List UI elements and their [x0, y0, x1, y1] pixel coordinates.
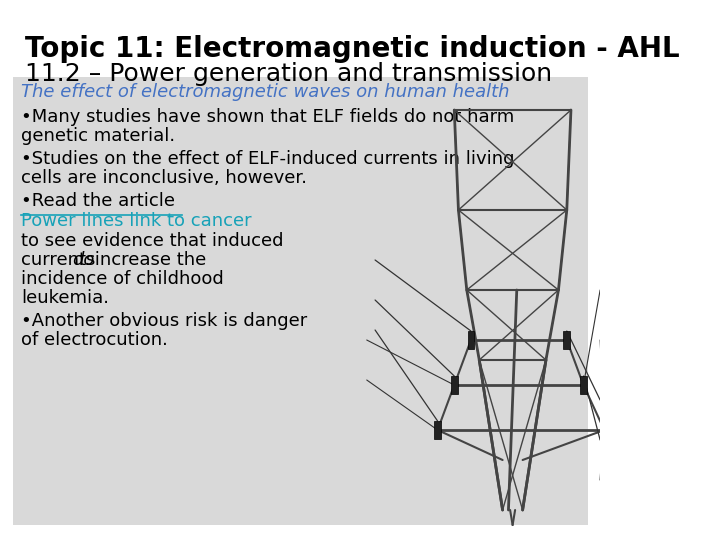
Text: cells are inconclusive, however.: cells are inconclusive, however. — [21, 169, 307, 187]
Text: do: do — [73, 251, 95, 269]
Text: •Many studies have shown that ELF fields do not harm: •Many studies have shown that ELF fields… — [21, 108, 514, 126]
Text: 11.2 – Power generation and transmission: 11.2 – Power generation and transmission — [25, 62, 552, 86]
Text: increase the: increase the — [89, 251, 207, 269]
Text: to see evidence that induced: to see evidence that induced — [21, 232, 284, 250]
Text: Power lines link to cancer: Power lines link to cancer — [21, 212, 251, 230]
Text: genetic material.: genetic material. — [21, 127, 175, 145]
Text: Topic 11: Electromagnetic induction - AHL: Topic 11: Electromagnetic induction - AH… — [25, 35, 680, 63]
FancyBboxPatch shape — [601, 421, 608, 439]
Text: •Studies on the effect of ELF-induced currents in living: •Studies on the effect of ELF-induced cu… — [21, 150, 514, 168]
FancyBboxPatch shape — [564, 331, 570, 349]
FancyBboxPatch shape — [467, 331, 474, 349]
Text: leukemia.: leukemia. — [21, 289, 109, 307]
Text: of electrocution.: of electrocution. — [21, 331, 168, 349]
Text: incidence of childhood: incidence of childhood — [21, 270, 224, 288]
Text: •Read the article: •Read the article — [21, 192, 175, 210]
FancyBboxPatch shape — [12, 77, 588, 525]
FancyBboxPatch shape — [580, 376, 587, 394]
Text: •Another obvious risk is danger: •Another obvious risk is danger — [21, 312, 307, 330]
FancyBboxPatch shape — [451, 376, 458, 394]
Text: currents: currents — [21, 251, 101, 269]
Text: The effect of electromagnetic waves on human health: The effect of electromagnetic waves on h… — [21, 83, 509, 101]
FancyBboxPatch shape — [434, 421, 441, 439]
